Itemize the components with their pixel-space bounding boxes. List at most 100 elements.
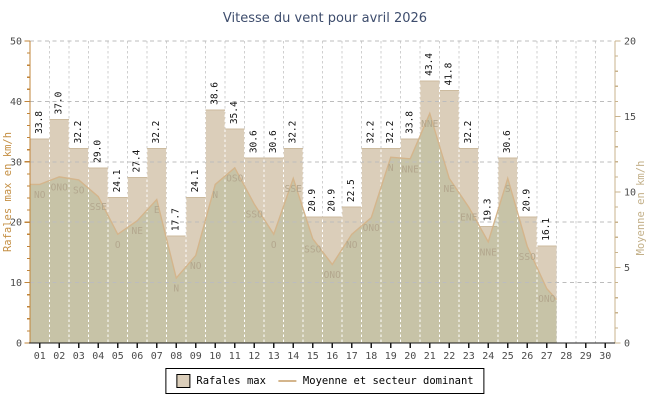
wind-direction-label: SSE <box>285 184 302 195</box>
left-axis-tick-labels: 0 10 20 30 40 50 <box>10 37 22 350</box>
wind-direction-label: NNE <box>421 119 438 130</box>
x-tick-label: 04 <box>92 351 104 362</box>
bar-day-21 <box>420 80 440 343</box>
bar-value-label: 32.2 <box>288 121 299 144</box>
right-tick-label: 5 <box>624 263 630 274</box>
right-axis-label: Moyenne en km/h <box>635 161 647 256</box>
right-axis-tick-labels: 0 5 10 15 20 <box>624 37 636 350</box>
x-tick-label: 12 <box>248 351 260 362</box>
bar-value-label: 32.2 <box>385 121 396 144</box>
x-tick-label: 07 <box>151 351 163 362</box>
bar-value-label: 33.8 <box>34 111 45 134</box>
legend-bar-swatch-icon <box>176 374 191 388</box>
bar-day-20 <box>400 138 420 343</box>
x-tick-label: 21 <box>424 351 436 362</box>
wind-direction-label: SSE <box>90 202 107 213</box>
wind-direction-label: ENE <box>460 213 477 224</box>
wind-direction-label: ONO <box>363 223 380 234</box>
average-area <box>30 113 557 343</box>
bar-day-02 <box>49 119 69 344</box>
bar-value-label: 27.4 <box>132 149 143 172</box>
wind-direction-label: NO <box>34 190 46 201</box>
wind-direction-label: O <box>115 240 121 251</box>
x-tick-label: 08 <box>170 351 182 362</box>
wind-direction-label: E <box>154 205 160 216</box>
wind-direction-label: NO <box>346 240 358 251</box>
legend-line-swatch-icon <box>277 380 296 382</box>
wind-direction-label: N <box>173 284 179 295</box>
bars <box>30 80 557 344</box>
bar-value-label: 20.9 <box>327 189 338 212</box>
bar-day-11 <box>225 129 245 343</box>
x-tick-label: 23 <box>463 351 475 362</box>
bar-value-label: 19.3 <box>483 199 494 222</box>
x-tick-label: 26 <box>521 351 533 362</box>
legend: Rafales max Moyenne et secteur dominant <box>165 368 485 394</box>
bar-value-label: 29.0 <box>93 140 104 163</box>
bar-day-04 <box>88 167 108 343</box>
wind-direction-label: S <box>505 184 511 195</box>
x-tick-label: 05 <box>112 351 124 362</box>
left-tick-label: 20 <box>10 218 22 229</box>
bar-value-label: 38.6 <box>210 82 221 105</box>
bar-day-10 <box>205 109 225 343</box>
bar-value-label: 41.8 <box>444 62 455 85</box>
x-tick-label: 17 <box>346 351 358 362</box>
left-tick-label: 0 <box>16 339 22 350</box>
wind-direction-label: SO <box>73 185 85 196</box>
bar-value-label: 32.2 <box>151 121 162 144</box>
wind-direction-label: N <box>388 163 394 174</box>
bar-day-15 <box>303 216 323 343</box>
bar-value-label: 33.8 <box>405 111 416 134</box>
x-tick-label: 10 <box>209 351 221 362</box>
left-axis-label: Rafales max en km/h <box>2 132 14 252</box>
bar-value-label: 20.9 <box>307 189 318 212</box>
bar-day-05 <box>108 197 128 343</box>
wind-direction-label: NNE <box>480 247 497 258</box>
wind-direction-label: O <box>271 240 277 251</box>
x-tick-label: 20 <box>404 351 416 362</box>
bar-day-09 <box>186 197 206 343</box>
bar-value-label: 30.6 <box>268 130 279 153</box>
x-tick-label: 02 <box>53 351 65 362</box>
bar-value-label: 22.5 <box>346 179 357 202</box>
right-tick-label: 20 <box>624 37 636 48</box>
bar-value-label: 16.1 <box>541 218 552 241</box>
bar-day-07 <box>147 148 167 343</box>
bar-day-23 <box>459 148 479 343</box>
wind-direction-label: SSO <box>304 244 321 255</box>
bar-value-label: 17.7 <box>171 208 182 231</box>
wind-direction-labels: NO ONO SO SSE O NE E N NO N OSO SSO O SSE SSO ONO NO ONO N… <box>34 119 556 305</box>
x-tick-label: 14 <box>287 351 299 362</box>
x-tick-label: 09 <box>190 351 202 362</box>
right-axis <box>614 40 621 344</box>
bar-value-label: 32.2 <box>73 121 84 144</box>
left-tick-label: 10 <box>10 278 22 289</box>
x-tick-label: 13 <box>268 351 280 362</box>
bar-day-26 <box>517 216 537 343</box>
wind-direction-label: NO <box>190 261 202 272</box>
wind-direction-label: NNE <box>402 164 419 175</box>
wind-direction-label: NE <box>132 226 144 237</box>
x-axis <box>29 342 615 348</box>
bar-boundary-dashes <box>48 81 538 342</box>
right-tick-label: 0 <box>624 339 630 350</box>
x-tick-label: 27 <box>541 351 553 362</box>
left-tick-label: 40 <box>10 97 22 108</box>
left-tick-label: 50 <box>10 37 22 48</box>
bar-day-25 <box>498 158 518 343</box>
wind-direction-label: OSO <box>226 173 243 184</box>
left-tick-label: 30 <box>10 157 22 168</box>
bar-value-label: 30.6 <box>502 130 513 153</box>
bar-day-06 <box>127 177 147 343</box>
wind-direction-label: SSO <box>246 210 263 221</box>
horizontal-gridlines <box>30 40 615 284</box>
bar-value-label: 24.1 <box>190 169 201 192</box>
wind-direction-label: ONO <box>324 270 341 281</box>
x-tick-label: 25 <box>502 351 514 362</box>
bar-day-13 <box>264 158 284 343</box>
x-tick-label: 18 <box>365 351 377 362</box>
right-tick-label: 10 <box>624 188 636 199</box>
x-tick-label: 15 <box>307 351 319 362</box>
x-tick-label: 29 <box>580 351 592 362</box>
